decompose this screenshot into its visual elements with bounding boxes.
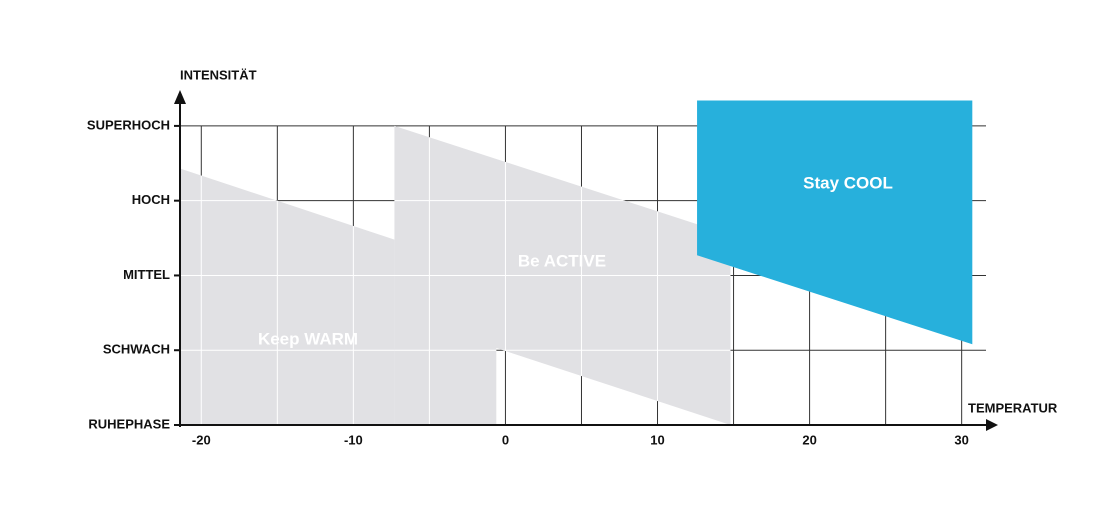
x-tick-label: 30: [954, 432, 968, 447]
y-tick-label: HOCH: [132, 192, 170, 207]
x-tick-label: -20: [192, 432, 211, 447]
foreground: Keep WARM Be ACTIVE Stay COOL RUHEPHASE SCHW…: [87, 90, 998, 447]
y-axis-arrow: [174, 90, 186, 104]
y-tick-label: SUPERHOCH: [87, 117, 170, 132]
zone: [180, 168, 395, 425]
zone-label: Keep WARM: [258, 329, 358, 348]
y-tick-label: RUHEPHASE: [88, 416, 170, 431]
y-tick-label: SCHWACH: [103, 342, 170, 357]
x-tick-label: -10: [344, 432, 363, 447]
zone: [697, 100, 973, 345]
x-tick-label: 0: [502, 432, 509, 447]
y-tick-label: MITTEL: [123, 267, 170, 282]
x-tick-label: 10: [650, 432, 664, 447]
y-axis-title: INTENSITÄT: [180, 67, 257, 82]
zone-label: Be ACTIVE: [518, 251, 606, 270]
x-axis-arrow: [986, 419, 998, 431]
x-tick-label: 20: [802, 432, 816, 447]
zone-label: Stay COOL: [803, 173, 893, 192]
x-axis-title: TEMPERATUR: [968, 400, 1058, 415]
